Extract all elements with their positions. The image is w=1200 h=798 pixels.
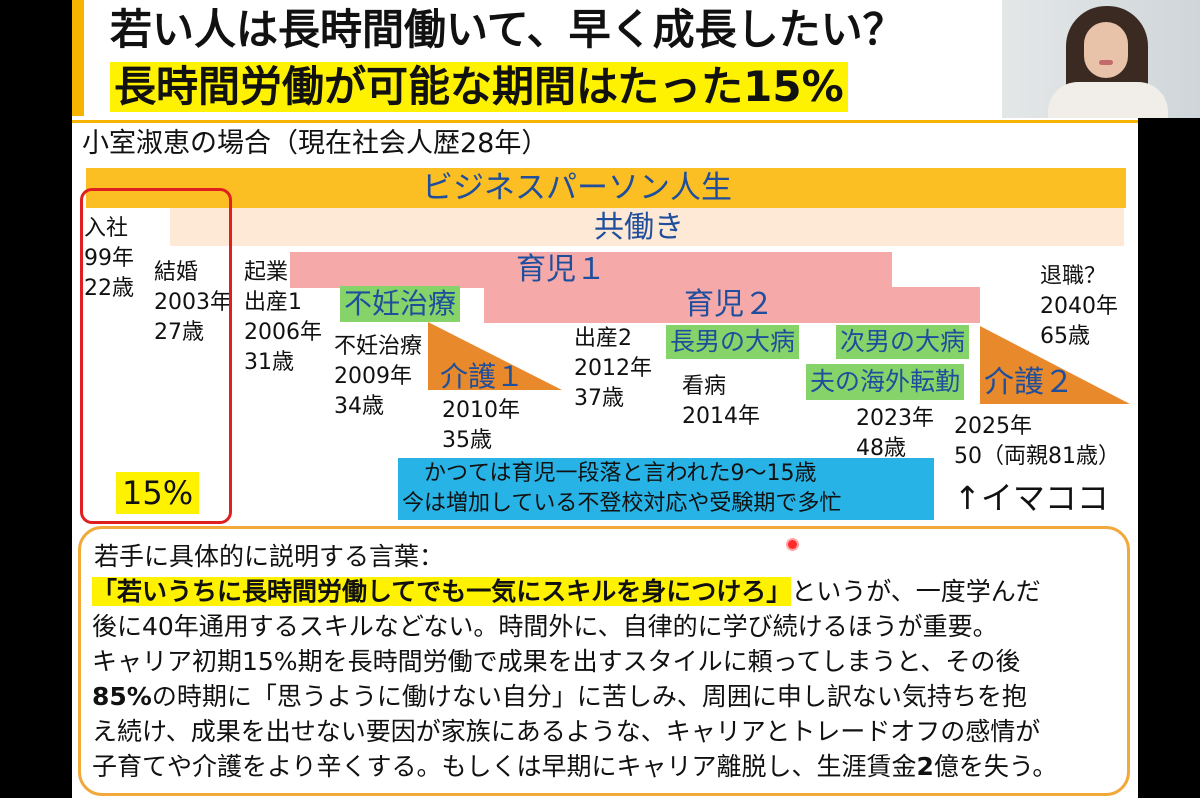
- band-dual-income-label: 共働き: [594, 210, 684, 245]
- band-business-career: [86, 168, 1126, 208]
- event-fertility-treatment: 不妊治療 2009年 34歳: [334, 334, 423, 419]
- event-now-2025: 2025年 50（両親81歳）: [954, 414, 1120, 469]
- band-childcare-1-label: 育児１: [516, 252, 606, 287]
- explanation-line-4: 85%の時期に「思うように働けない自分」に苦しみ、周囲に申し訳ない気持ちを抱: [92, 680, 1027, 714]
- teen-years-info-box: [398, 458, 934, 520]
- explanation-box: [78, 526, 1130, 796]
- early-career-percent: 15%: [116, 472, 200, 514]
- tag-eldest-son-illness: 長男の大病: [666, 325, 800, 359]
- slide-title: 若い人は長時間働いて、早く成長したい？: [110, 5, 905, 54]
- explanation-line-1: 「若いうちに長時間労働してでも一気にスキルを身につけろ」というが、一度学んだ: [92, 575, 1041, 609]
- slide-title-highlight: 長時間労働が可能な期間はたった15%: [110, 62, 848, 112]
- event-founded-birth1: 起業 出産1 2006年 31歳: [244, 260, 322, 375]
- tag-second-son-illness: 次男の大病: [836, 325, 970, 359]
- presenter-face: [1084, 22, 1128, 78]
- laser-pointer-icon: [788, 540, 797, 549]
- event-marriage: 結婚 2003年 27歳: [154, 260, 232, 345]
- band-childcare-1: [290, 252, 892, 288]
- presentation-slide: 若い人は長時間働いて、早く成長したい？ 長時間労働が可能な期間はたった15% 小…: [72, 0, 1138, 798]
- current-position-marker: ↑イマココ: [954, 479, 1109, 517]
- event-caregiving-1: 2010年 35歳: [442, 398, 520, 453]
- band-childcare-2: [484, 287, 980, 323]
- explanation-85pct: 85%: [92, 682, 152, 711]
- kaigo1-triangle: [428, 322, 562, 390]
- teen-years-info-line1: かつては育児一段落と言われた9～15歳: [424, 461, 817, 486]
- early-career-frame: [80, 188, 232, 524]
- band-business-career-label: ビジネスパーソン人生: [422, 170, 732, 206]
- event-nursing: 看病 2014年: [682, 374, 760, 429]
- kaigo2-triangle: [980, 326, 1130, 404]
- teen-years-info-line2: 今は増加している不登校対応や受験期で多忙: [402, 491, 842, 516]
- explanation-line-6: 子育てや介護をより辛くする。もしくは早期にキャリア離脱し、生涯賃金2億を失う。: [92, 750, 1057, 784]
- explanation-line-4-rest: の時期に「思うように働けない自分」に苦しみ、周囲に申し訳ない気持ちを抱: [151, 682, 1027, 711]
- presenter-lips: [1099, 60, 1113, 65]
- event-joined-company: 入社 99年 22歳: [84, 216, 134, 301]
- event-transfer-2023: 2023年 48歳: [856, 406, 934, 461]
- explanation-line-2: 後に40年通用するスキルなどない。時間外に、自律的に学び続けるほうが重要。: [92, 612, 998, 641]
- title-accent-bar: [72, 0, 84, 116]
- explanation-line-6-b: 2: [916, 752, 934, 781]
- title-divider: [72, 120, 1138, 123]
- presenter-video-thumbnail: [1002, 0, 1200, 118]
- explanation-line-5: え続け、成果を出せない要因が家族にあるような、キャリアとトレードオフの感情が: [92, 717, 1041, 746]
- explanation-line-3: キャリア初期15%期を長時間労働で成果を出すスタイルに頼ってしまうと、その後: [92, 647, 1021, 676]
- explanation-line-1-rest: というが、一度学んだ: [791, 577, 1041, 606]
- kaigo1-label: 介護１: [440, 360, 525, 393]
- tag-husband-overseas-transfer: 夫の海外転勤: [806, 364, 965, 400]
- event-birth2: 出産2 2012年 37歳: [574, 326, 652, 411]
- slide-subtitle: 小室淑恵の場合（現在社会人歴28年）: [82, 128, 549, 159]
- explanation-line-6-a: 子育てや介護をより辛くする。もしくは早期にキャリア離脱し、生涯賃金: [92, 752, 917, 781]
- explanation-line-6-c: 億を失う。: [933, 752, 1058, 781]
- explanation-heading: 若手に具体的に説明する言葉：: [94, 542, 445, 571]
- band-childcare-2-label: 育児２: [684, 287, 774, 322]
- tag-fertility-treatment: 不妊治療: [340, 286, 461, 322]
- explanation-quote: 「若いうちに長時間労働してでも一気にスキルを身につけろ」: [92, 577, 792, 606]
- presenter-blouse: [1048, 82, 1168, 118]
- event-retirement: 退職？ 2040年 65歳: [1040, 264, 1118, 349]
- kaigo2-label: 介護２: [984, 365, 1074, 400]
- band-dual-income: [170, 208, 1124, 246]
